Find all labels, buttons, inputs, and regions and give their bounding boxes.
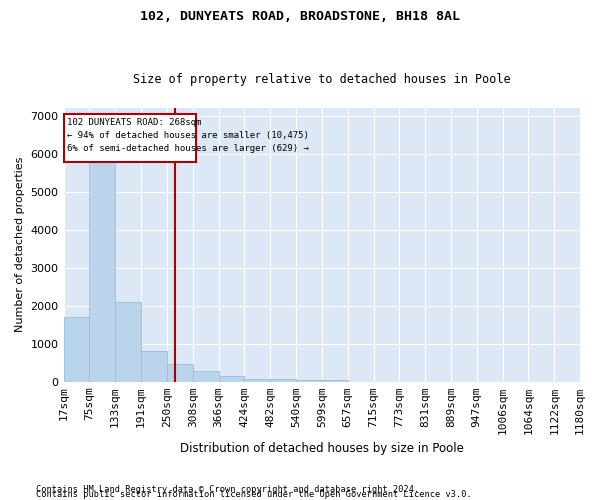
Text: 102 DUNYEATS ROAD: 268sqm: 102 DUNYEATS ROAD: 268sqm	[67, 118, 202, 127]
Text: 102, DUNYEATS ROAD, BROADSTONE, BH18 8AL: 102, DUNYEATS ROAD, BROADSTONE, BH18 8AL	[140, 10, 460, 23]
Bar	[64, 114, 196, 162]
Bar	[141, 351, 167, 382]
Bar	[218, 376, 244, 382]
Text: Contains public sector information licensed under the Open Government Licence v3: Contains public sector information licen…	[36, 490, 472, 499]
Text: ← 94% of detached houses are smaller (10,475): ← 94% of detached houses are smaller (10…	[67, 130, 309, 140]
Bar	[322, 380, 348, 382]
Title: Size of property relative to detached houses in Poole: Size of property relative to detached ho…	[133, 73, 511, 86]
Bar	[167, 364, 193, 382]
Bar	[296, 380, 322, 382]
Bar	[64, 317, 89, 382]
Bar	[115, 302, 141, 382]
Text: Contains HM Land Registry data © Crown copyright and database right 2024.: Contains HM Land Registry data © Crown c…	[36, 485, 419, 494]
Text: 6% of semi-detached houses are larger (629) →: 6% of semi-detached houses are larger (6…	[67, 144, 309, 152]
Bar	[89, 161, 115, 382]
Bar	[244, 378, 270, 382]
Bar	[270, 380, 296, 382]
Y-axis label: Number of detached properties: Number of detached properties	[15, 157, 25, 332]
Bar	[193, 370, 218, 382]
X-axis label: Distribution of detached houses by size in Poole: Distribution of detached houses by size …	[180, 442, 464, 455]
